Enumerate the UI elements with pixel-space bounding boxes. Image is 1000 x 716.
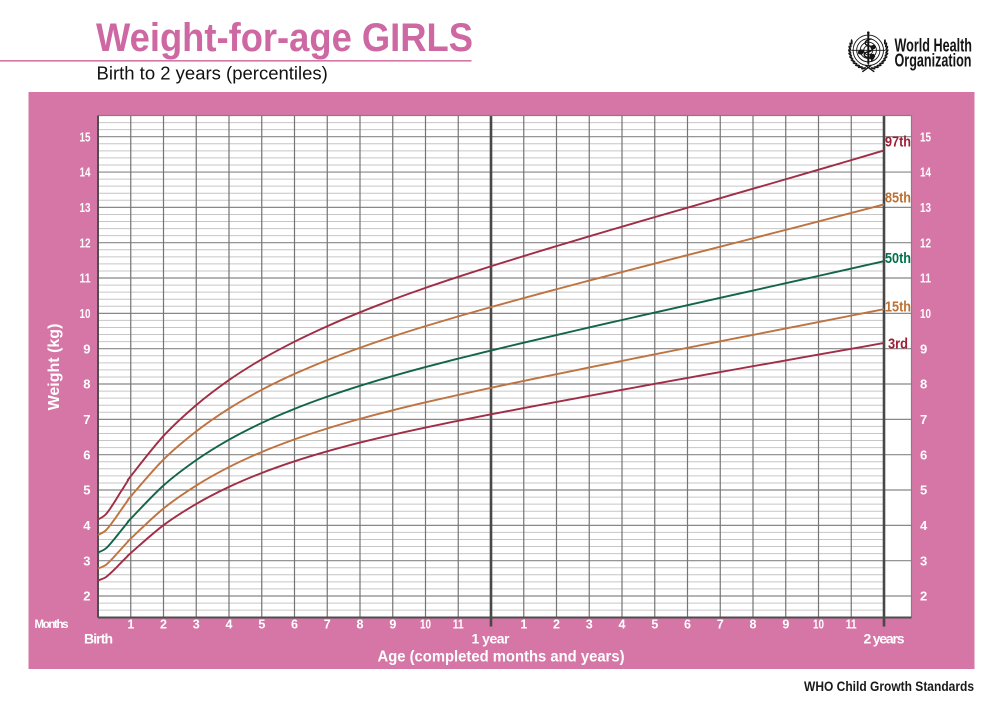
svg-text:8: 8 (357, 618, 364, 632)
svg-text:Organization: Organization (895, 51, 972, 71)
svg-text:7: 7 (717, 618, 724, 632)
svg-text:3rd: 3rd (888, 335, 908, 352)
svg-text:4: 4 (226, 618, 233, 632)
svg-text:4: 4 (619, 618, 626, 632)
svg-text:12: 12 (80, 235, 91, 250)
svg-text:3: 3 (920, 553, 927, 568)
svg-text:8: 8 (750, 618, 757, 632)
svg-text:9: 9 (83, 341, 90, 356)
svg-text:11: 11 (453, 618, 464, 632)
svg-text:12: 12 (920, 235, 931, 250)
svg-text:97th: 97th (885, 133, 911, 150)
svg-text:9: 9 (782, 618, 789, 632)
svg-text:5: 5 (920, 483, 927, 498)
svg-text:Birth to 2 years (percentiles): Birth to 2 years (percentiles) (97, 63, 328, 84)
svg-text:2: 2 (160, 618, 167, 632)
svg-text:WHO Child Growth Standards: WHO Child Growth Standards (804, 678, 974, 694)
svg-text:6: 6 (291, 618, 298, 632)
svg-text:13: 13 (920, 200, 931, 215)
svg-text:13: 13 (80, 200, 91, 215)
svg-text:11: 11 (80, 271, 91, 286)
svg-text:8: 8 (83, 377, 90, 392)
svg-text:10: 10 (420, 618, 431, 632)
svg-text:Months: Months (35, 619, 69, 631)
svg-text:2 years: 2 years (864, 631, 905, 647)
svg-text:15: 15 (80, 129, 91, 144)
svg-text:5: 5 (651, 618, 658, 632)
svg-text:5: 5 (83, 483, 90, 498)
svg-text:1 year: 1 year (472, 631, 511, 647)
svg-text:8: 8 (920, 377, 927, 392)
svg-text:5: 5 (258, 618, 265, 632)
svg-text:1: 1 (127, 618, 134, 632)
svg-text:1: 1 (520, 618, 527, 632)
svg-text:10: 10 (813, 618, 824, 632)
svg-text:4: 4 (83, 518, 91, 533)
svg-text:World Health: World Health (895, 36, 973, 56)
svg-text:14: 14 (920, 165, 932, 180)
svg-text:9: 9 (920, 341, 927, 356)
svg-text:4: 4 (920, 518, 928, 533)
svg-text:50th: 50th (885, 250, 911, 267)
svg-text:10: 10 (80, 306, 91, 321)
svg-text:3: 3 (586, 618, 593, 632)
svg-text:9: 9 (389, 618, 396, 632)
svg-text:Weight (kg): Weight (kg) (46, 324, 63, 411)
svg-text:11: 11 (846, 618, 857, 632)
svg-text:14: 14 (80, 165, 92, 180)
svg-text:85th: 85th (885, 189, 911, 206)
svg-text:15th: 15th (885, 298, 911, 315)
svg-text:7: 7 (920, 412, 927, 427)
svg-text:6: 6 (684, 618, 691, 632)
svg-text:2: 2 (920, 589, 927, 604)
svg-text:Weight-for-age GIRLS: Weight-for-age GIRLS (96, 16, 473, 60)
svg-text:6: 6 (83, 447, 90, 462)
svg-text:6: 6 (920, 447, 927, 462)
svg-text:11: 11 (920, 271, 931, 286)
svg-text:Age (completed months and year: Age (completed months and years) (378, 649, 625, 666)
svg-text:3: 3 (193, 618, 200, 632)
svg-text:2: 2 (83, 589, 90, 604)
svg-text:7: 7 (83, 412, 90, 427)
svg-text:10: 10 (920, 306, 931, 321)
svg-text:Birth: Birth (84, 631, 113, 647)
svg-text:3: 3 (83, 553, 90, 568)
svg-text:15: 15 (920, 129, 931, 144)
svg-text:2: 2 (553, 618, 560, 632)
svg-text:7: 7 (324, 618, 331, 632)
